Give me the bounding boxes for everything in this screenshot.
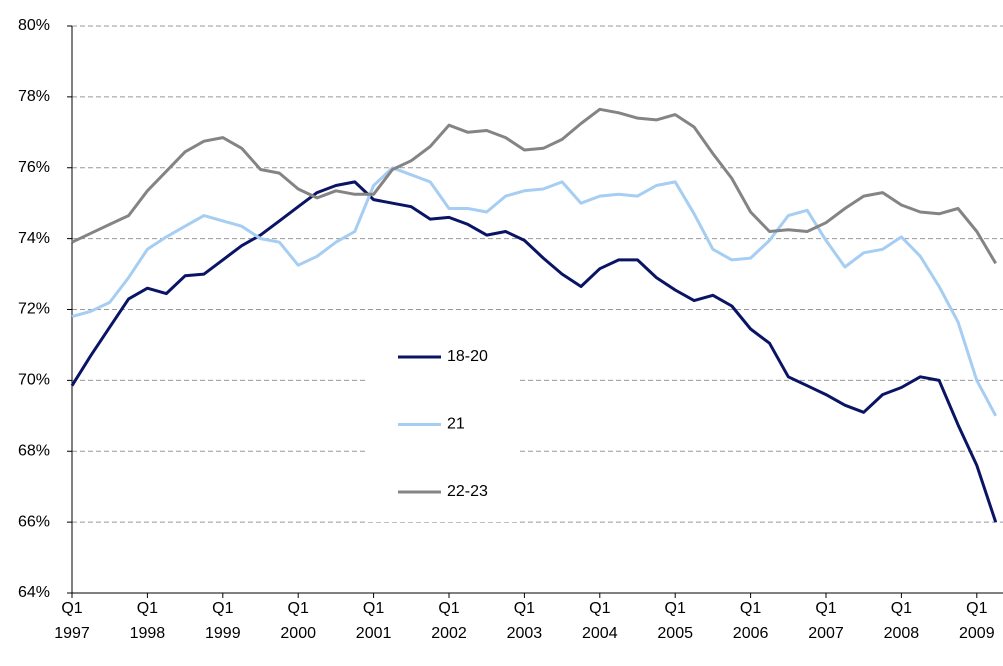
legend-label: 22-23 bbox=[447, 483, 488, 500]
y-tick-label: 76% bbox=[18, 159, 50, 176]
x-tick-label: Q1 2003 bbox=[506, 600, 543, 642]
legend-box bbox=[366, 322, 520, 522]
y-tick-label: 78% bbox=[18, 88, 50, 105]
x-tick-label: Q1 2002 bbox=[431, 600, 467, 642]
y-tick-label: 68% bbox=[18, 442, 50, 459]
y-tick-label: 70% bbox=[18, 372, 50, 389]
x-tick-label: Q1 2009 bbox=[959, 600, 995, 642]
series-line bbox=[70, 180, 998, 523]
x-tick-label: Q1 2000 bbox=[280, 600, 316, 642]
y-tick-label: 66% bbox=[18, 513, 50, 530]
x-tick-label: Q1 1997 bbox=[54, 600, 90, 642]
x-tick-label: Q1 1998 bbox=[129, 600, 166, 642]
x-tick-label: Q1 2007 bbox=[808, 600, 844, 642]
y-tick-label: 80% bbox=[18, 17, 50, 34]
x-tick-label: Q1 2004 bbox=[582, 600, 618, 642]
series-line bbox=[71, 166, 998, 417]
x-tick-label: Q1 2006 bbox=[732, 600, 769, 642]
y-tick-label: 74% bbox=[18, 230, 50, 247]
x-tick-label: Q1 1999 bbox=[205, 600, 241, 642]
series-line bbox=[71, 107, 997, 265]
x-tick-label: Q1 2008 bbox=[883, 600, 920, 642]
y-tick-label: 72% bbox=[18, 301, 50, 318]
legend-label: 21 bbox=[447, 416, 465, 433]
x-tick-label: Q1 2005 bbox=[657, 600, 693, 642]
x-tick-label: Q1 2001 bbox=[355, 600, 392, 642]
legend-label: 18-20 bbox=[447, 348, 488, 365]
y-tick-label: 64% bbox=[18, 584, 50, 601]
